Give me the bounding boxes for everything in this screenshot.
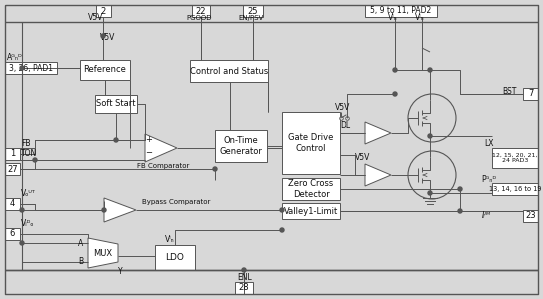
Text: 23: 23 <box>525 211 536 220</box>
FancyBboxPatch shape <box>243 5 263 17</box>
Text: PGOOD: PGOOD <box>186 15 212 21</box>
FancyBboxPatch shape <box>95 95 137 113</box>
Text: Reference: Reference <box>84 65 127 74</box>
FancyBboxPatch shape <box>235 282 253 294</box>
FancyBboxPatch shape <box>5 198 20 210</box>
Text: −: − <box>146 149 153 158</box>
FancyBboxPatch shape <box>523 210 538 222</box>
Text: 25: 25 <box>248 7 258 16</box>
Polygon shape <box>88 238 118 268</box>
Text: EN/PSV: EN/PSV <box>238 15 263 21</box>
Text: On-Time
Generator: On-Time Generator <box>219 136 262 156</box>
FancyBboxPatch shape <box>190 60 268 82</box>
Circle shape <box>428 134 432 138</box>
Circle shape <box>428 191 432 195</box>
Text: Vᴵₙ: Vᴵₙ <box>165 236 175 245</box>
Text: V5V: V5V <box>355 153 370 162</box>
FancyBboxPatch shape <box>5 62 57 74</box>
Text: 12, 15, 20, 21,
24 PAD3: 12, 15, 20, 21, 24 PAD3 <box>493 152 538 163</box>
Circle shape <box>20 66 24 70</box>
FancyBboxPatch shape <box>492 148 538 168</box>
Circle shape <box>20 241 24 245</box>
Text: Valley1-Limit: Valley1-Limit <box>284 207 338 216</box>
Text: 7: 7 <box>528 89 533 98</box>
Text: Pᴳₙᴰ: Pᴳₙᴰ <box>481 176 496 184</box>
FancyBboxPatch shape <box>215 130 267 162</box>
Circle shape <box>458 209 462 213</box>
Text: 5, 9 to 11, PAD2: 5, 9 to 11, PAD2 <box>370 7 432 16</box>
Text: Aᴳₙᴰ: Aᴳₙᴰ <box>7 53 23 62</box>
Polygon shape <box>365 122 391 144</box>
Circle shape <box>102 208 106 212</box>
Text: 22: 22 <box>195 7 206 16</box>
Text: Zero Cross
Detector: Zero Cross Detector <box>288 179 333 199</box>
Polygon shape <box>104 198 136 222</box>
Text: Iₗᴵᴹ: Iₗᴵᴹ <box>482 211 491 220</box>
FancyBboxPatch shape <box>5 228 20 240</box>
FancyBboxPatch shape <box>492 183 538 195</box>
FancyBboxPatch shape <box>80 60 130 80</box>
Text: Vᴵₙ: Vᴵₙ <box>415 13 425 22</box>
Polygon shape <box>145 134 177 162</box>
Text: LX: LX <box>484 140 494 149</box>
Text: 27: 27 <box>7 164 18 173</box>
FancyBboxPatch shape <box>155 245 195 270</box>
Text: FB: FB <box>21 140 30 149</box>
FancyBboxPatch shape <box>5 163 20 175</box>
Text: Control and Status: Control and Status <box>190 66 268 76</box>
Text: 3, 26, PAD1: 3, 26, PAD1 <box>9 63 53 72</box>
Circle shape <box>428 68 432 72</box>
Circle shape <box>393 68 397 72</box>
Circle shape <box>393 92 397 96</box>
Text: Vₒᵁᵀ: Vₒᵁᵀ <box>21 188 36 198</box>
Text: 13, 14, 16 to 19: 13, 14, 16 to 19 <box>489 186 541 192</box>
Text: 2: 2 <box>101 7 106 16</box>
Circle shape <box>242 268 246 272</box>
Polygon shape <box>365 164 391 186</box>
FancyBboxPatch shape <box>5 148 20 160</box>
Text: Gate Drive
Control: Gate Drive Control <box>288 133 334 153</box>
Text: V5V: V5V <box>335 103 350 112</box>
Circle shape <box>280 228 284 232</box>
Text: ENL: ENL <box>238 274 252 283</box>
Circle shape <box>280 208 284 212</box>
Text: Bypass Comparator: Bypass Comparator <box>142 199 210 205</box>
Text: MUX: MUX <box>93 248 112 257</box>
Text: B: B <box>78 257 83 266</box>
Text: 4: 4 <box>10 199 15 208</box>
Circle shape <box>114 138 118 142</box>
Circle shape <box>101 34 105 38</box>
Circle shape <box>20 208 24 212</box>
FancyBboxPatch shape <box>365 5 437 17</box>
Text: 6: 6 <box>10 230 15 239</box>
Text: LDO: LDO <box>166 253 185 262</box>
Text: BST: BST <box>502 86 516 95</box>
Text: Vₗᴰₒ: Vₗᴰₒ <box>21 219 35 228</box>
Circle shape <box>458 187 462 191</box>
FancyBboxPatch shape <box>282 178 340 200</box>
Text: TON: TON <box>21 150 37 158</box>
FancyBboxPatch shape <box>282 203 340 219</box>
Text: DL: DL <box>340 120 350 129</box>
Circle shape <box>213 167 217 171</box>
FancyBboxPatch shape <box>523 88 538 100</box>
Text: Y: Y <box>118 268 123 277</box>
Text: A: A <box>78 239 83 248</box>
Text: Vᴵₙ: Vᴵₙ <box>388 13 397 22</box>
Text: 28: 28 <box>239 283 249 292</box>
Text: Soft Start: Soft Start <box>96 100 136 109</box>
Text: V5V: V5V <box>88 13 103 22</box>
Circle shape <box>33 158 37 162</box>
Text: +: + <box>146 135 153 144</box>
FancyBboxPatch shape <box>96 5 111 17</box>
Text: FB Comparator: FB Comparator <box>137 163 189 169</box>
FancyBboxPatch shape <box>192 5 210 17</box>
Text: 1: 1 <box>10 150 15 158</box>
Text: V5V: V5V <box>100 33 115 42</box>
FancyBboxPatch shape <box>282 112 340 174</box>
